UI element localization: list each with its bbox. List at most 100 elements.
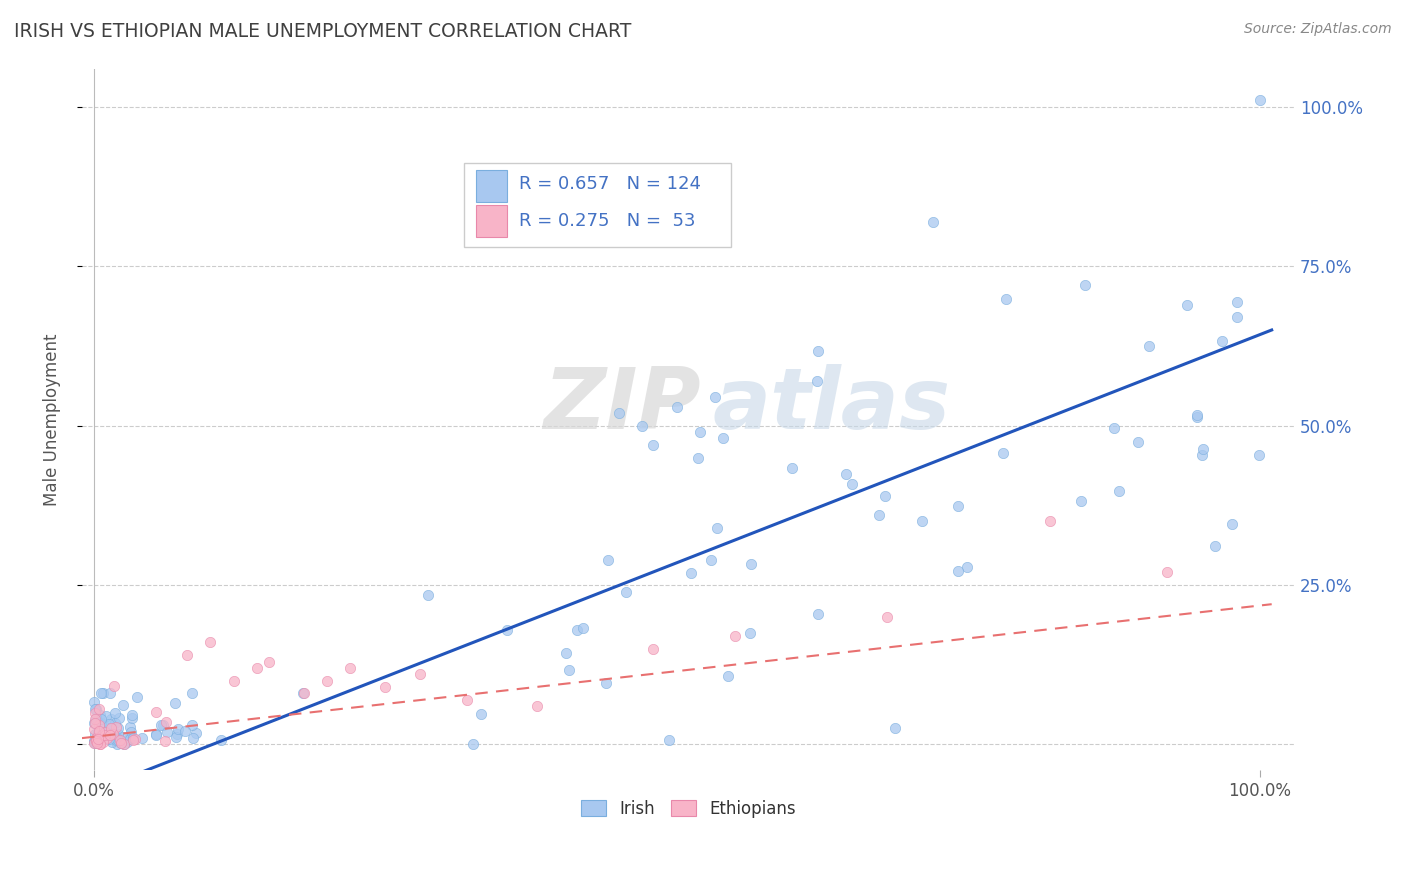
Point (104, 706, 127, 721)
Text: R = 0.275   N =  53: R = 0.275 N = 53 (519, 211, 695, 230)
Point (1039, 514, 1062, 528)
Point (1185, 409, 1208, 424)
Point (83, 734, 105, 748)
Point (145, 705, 167, 719)
Point (105, 737, 128, 751)
Point (98, 728, 121, 742)
Point (1211, 334, 1233, 348)
Point (107, 727, 129, 741)
Point (86, 736, 108, 750)
Point (97, 732, 120, 747)
Point (1137, 339, 1160, 353)
Point (167, 722, 190, 736)
Point (111, 731, 134, 745)
Point (1191, 449, 1213, 463)
Point (246, 661, 269, 675)
Point (83, 716, 105, 731)
Point (83, 734, 105, 748)
Point (83, 735, 105, 749)
Point (1126, 434, 1149, 449)
Point (107, 733, 129, 747)
Point (90, 732, 112, 747)
Point (152, 718, 174, 732)
Point (83, 706, 105, 721)
Point (993, 445, 1015, 459)
Point (807, 343, 830, 358)
Point (995, 292, 1018, 306)
Point (257, 655, 280, 669)
Point (131, 731, 153, 745)
Point (84, 702, 107, 716)
Point (86, 736, 108, 750)
Point (90, 686, 112, 700)
Point (83, 695, 105, 709)
Point (703, 390, 725, 404)
Point (686, 450, 709, 465)
Point (643, 438, 665, 452)
Point (83, 716, 105, 731)
Point (100, 712, 122, 726)
Point (700, 552, 723, 566)
Text: IRISH VS ETHIOPIAN MALE UNEMPLOYMENT CORRELATION CHART: IRISH VS ETHIOPIAN MALE UNEMPLOYMENT COR… (14, 22, 631, 41)
Point (118, 720, 141, 734)
Point (112, 698, 135, 713)
Point (108, 732, 131, 747)
Point (90, 729, 112, 743)
Point (155, 714, 177, 729)
Text: ZIP: ZIP (543, 364, 700, 447)
Point (83, 722, 105, 736)
Point (112, 737, 135, 751)
Point (104, 716, 127, 731)
Bar (477, 170, 506, 202)
Text: Source: ZipAtlas.com: Source: ZipAtlas.com (1244, 22, 1392, 37)
Point (98, 686, 121, 700)
Point (883, 721, 905, 735)
Point (121, 708, 143, 723)
Point (98, 728, 121, 742)
Point (156, 725, 179, 739)
Point (910, 514, 932, 528)
Point (104, 720, 127, 734)
Point (526, 699, 548, 714)
Point (418, 588, 440, 602)
Point (186, 726, 208, 740)
Point (98, 727, 121, 741)
Point (121, 711, 143, 725)
Point (150, 717, 173, 731)
Point (679, 566, 702, 580)
Point (1156, 566, 1178, 580)
Point (90, 716, 112, 731)
Point (87, 726, 110, 740)
Point (1247, 448, 1270, 462)
Point (173, 724, 195, 739)
Point (91, 728, 114, 742)
Point (181, 686, 204, 700)
Point (496, 623, 519, 637)
Point (96, 731, 118, 745)
Point (91, 686, 114, 700)
Point (713, 431, 735, 445)
Point (90, 712, 112, 726)
Point (1070, 494, 1092, 508)
Point (98, 717, 121, 731)
Point (96, 725, 118, 739)
Bar (464, 163, 731, 247)
Point (292, 686, 315, 700)
Point (806, 607, 828, 622)
Point (122, 733, 145, 747)
Point (94, 709, 117, 723)
Point (835, 467, 858, 482)
Point (105, 733, 128, 747)
Point (98, 721, 121, 735)
Point (83, 727, 105, 741)
Point (209, 733, 232, 747)
Point (176, 648, 198, 663)
Point (89, 731, 111, 746)
Point (595, 676, 617, 690)
Text: atlas: atlas (713, 364, 950, 447)
Point (706, 521, 728, 535)
Point (96, 732, 118, 747)
Point (200, 635, 222, 649)
Point (110, 736, 132, 750)
Point (86, 733, 108, 747)
